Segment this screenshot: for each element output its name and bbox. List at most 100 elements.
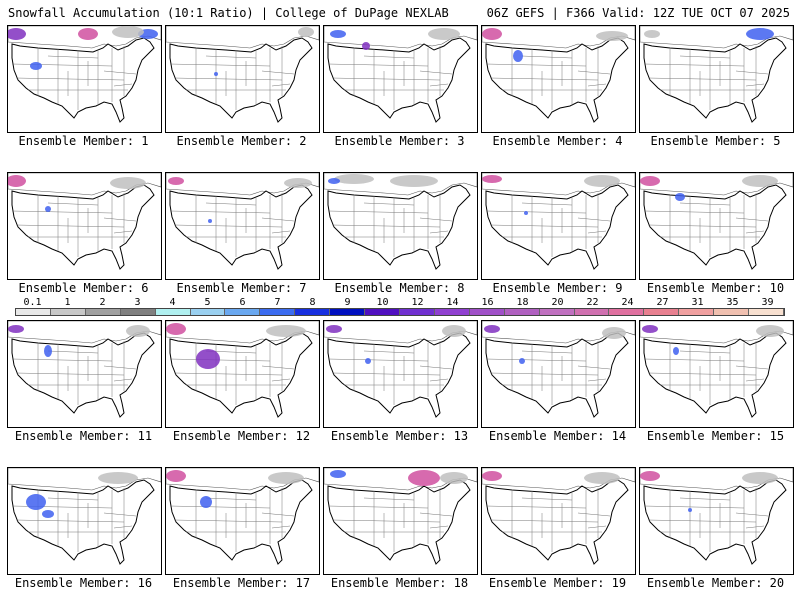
state-border <box>489 372 599 376</box>
snow-area <box>328 178 340 184</box>
member-caption: Ensemble Member: 2 <box>176 134 307 148</box>
us-map <box>166 173 319 270</box>
snow-area <box>673 347 679 355</box>
state-border <box>521 202 573 206</box>
state-border <box>735 217 769 222</box>
state-border <box>261 217 295 222</box>
state-border <box>15 77 125 81</box>
colorbar-swatch <box>50 309 86 315</box>
state-border <box>735 365 769 370</box>
member-map-6 <box>7 172 162 280</box>
snow-area <box>196 349 220 369</box>
member-map-12 <box>165 320 320 428</box>
colorbar-label: 0.1 <box>23 297 42 308</box>
snow-area <box>484 325 500 333</box>
us-outline <box>327 479 471 565</box>
member-map-15 <box>639 320 794 428</box>
state-border <box>489 519 599 523</box>
member-map-9 <box>481 172 636 280</box>
state-border <box>485 505 587 509</box>
snow-area <box>602 327 626 339</box>
member-map-19 <box>481 467 636 575</box>
colorbar-swatch <box>155 309 191 315</box>
us-map <box>482 468 635 565</box>
us-outline <box>643 37 787 123</box>
us-outline <box>169 479 313 565</box>
us-outline <box>327 184 471 270</box>
colorbar-label: 31 <box>691 297 704 308</box>
colorbar-swatch <box>225 309 261 315</box>
canada-region <box>166 26 319 49</box>
state-border <box>643 63 745 67</box>
member-caption: Ensemble Member: 11 <box>14 429 153 443</box>
chart-title: Snowfall Accumulation (10:1 Ratio) | Col… <box>8 6 449 20</box>
snow-area <box>688 508 692 512</box>
snow-area <box>440 472 468 484</box>
us-map <box>640 26 793 123</box>
state-border <box>205 497 257 501</box>
state-border <box>15 372 125 376</box>
state-border <box>271 525 291 529</box>
colorbar-swatch <box>120 309 156 315</box>
snow-area <box>596 31 628 41</box>
colorbar-label: 39 <box>761 297 774 308</box>
canada-region <box>324 321 477 344</box>
us-outline <box>169 37 313 123</box>
snow-area <box>326 325 342 333</box>
member-map-17 <box>165 467 320 575</box>
state-border <box>429 378 449 382</box>
snow-area <box>110 177 146 189</box>
member-map-10 <box>639 172 794 280</box>
state-border <box>363 497 415 501</box>
state-border <box>419 70 453 75</box>
us-map <box>324 321 477 418</box>
state-border <box>47 497 99 501</box>
colorbar-label: 9 <box>344 297 351 308</box>
snow-area <box>365 358 371 364</box>
colorbar-swatch <box>644 309 680 315</box>
member-caption: Ensemble Member: 1 <box>18 134 149 148</box>
state-border <box>735 70 769 75</box>
us-outline <box>11 479 155 565</box>
member-caption: Ensemble Member: 5 <box>650 134 781 148</box>
colorbar-label: 16 <box>481 297 494 308</box>
state-border <box>485 210 587 214</box>
state-border <box>679 350 731 354</box>
state-border <box>103 512 137 517</box>
us-outline <box>485 37 629 123</box>
member-caption: Ensemble Member: 12 <box>172 429 311 443</box>
member-map-3 <box>323 25 478 133</box>
snow-area <box>45 206 51 212</box>
state-border <box>485 358 587 362</box>
state-border <box>489 224 599 228</box>
us-map <box>640 468 793 565</box>
state-border <box>113 83 133 87</box>
state-border <box>173 77 283 81</box>
state-border <box>173 224 283 228</box>
us-map <box>324 26 477 123</box>
us-map <box>166 468 319 565</box>
snow-area <box>408 470 440 486</box>
snow-area <box>298 27 314 37</box>
state-border <box>261 512 295 517</box>
state-border <box>103 70 137 75</box>
state-border <box>587 83 607 87</box>
member-caption: Ensemble Member: 15 <box>646 429 785 443</box>
state-border <box>363 202 415 206</box>
us-outline <box>327 37 471 123</box>
us-outline <box>485 184 629 270</box>
snow-area <box>208 219 212 223</box>
snow-area <box>44 345 52 357</box>
colorbar-swatch <box>295 309 331 315</box>
member-map-13 <box>323 320 478 428</box>
us-outline <box>11 332 155 418</box>
us-map <box>482 173 635 270</box>
member-caption: Ensemble Member: 3 <box>334 134 465 148</box>
snow-area <box>362 42 370 50</box>
state-border <box>47 350 99 354</box>
state-border <box>169 210 271 214</box>
member-caption: Ensemble Member: 17 <box>172 576 311 590</box>
colorbar-swatch <box>749 309 784 315</box>
state-border <box>331 77 441 81</box>
us-map <box>640 321 793 418</box>
